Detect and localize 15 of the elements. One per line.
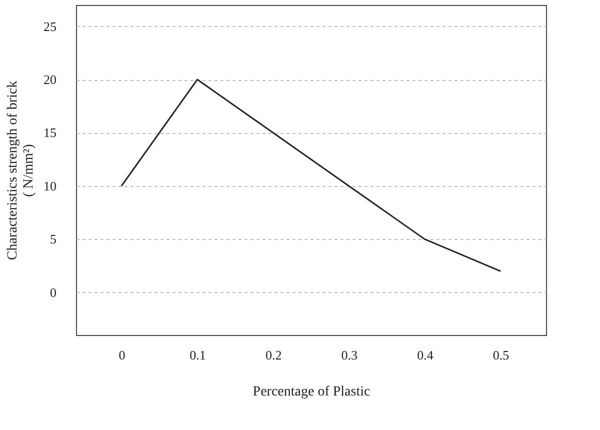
x-tick-label: 0.3 <box>341 348 358 362</box>
x-tick-label: 0.5 <box>492 348 510 362</box>
y-axis-title: Characteristics strength of brick ( N/mm²) <box>6 80 36 260</box>
y-tick-label: 10 <box>44 178 56 194</box>
x-tick-label: 0.2 <box>265 348 282 362</box>
y-tick-label: 0 <box>50 284 56 300</box>
x-tick-label: 0 <box>118 348 126 362</box>
y-tick-label: 20 <box>44 72 56 88</box>
x-axis-title: Percentage of Plastic <box>252 384 370 400</box>
x-tick-label: 0.4 <box>417 348 434 362</box>
line-series <box>120 78 502 272</box>
y-tick-label: 15 <box>44 125 56 140</box>
x-tick-label: 0.1 <box>190 348 206 362</box>
y-tick-label: 25 <box>44 18 56 34</box>
y-tick-label: 5 <box>50 232 56 247</box>
